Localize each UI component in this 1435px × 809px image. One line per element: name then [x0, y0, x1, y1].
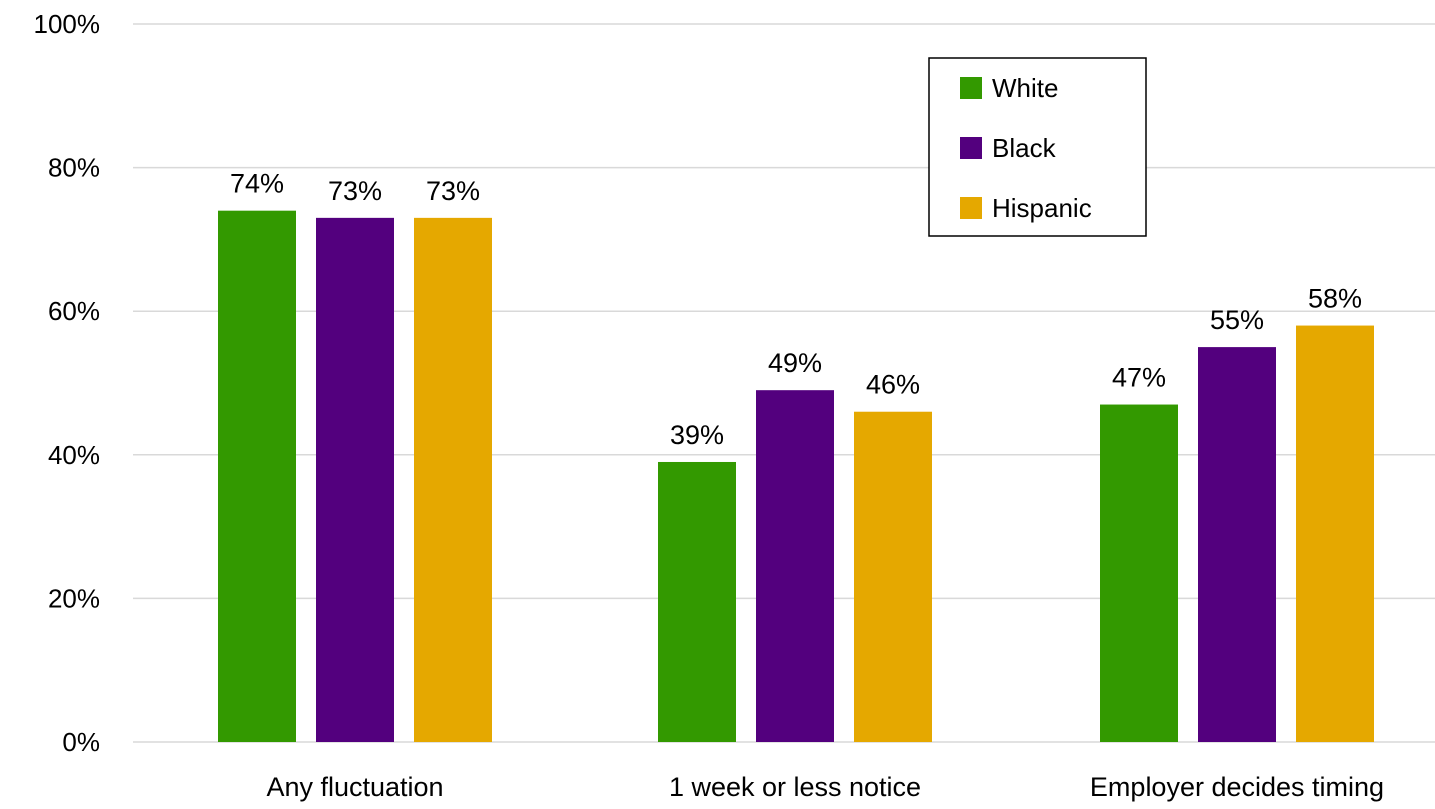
- bar: [218, 210, 296, 742]
- bar: [1296, 325, 1374, 742]
- x-category-label: 1 week or less notice: [669, 772, 921, 802]
- data-label: 49%: [768, 348, 822, 378]
- legend: White Black Hispanic: [928, 57, 1147, 237]
- bar: [316, 217, 394, 743]
- legend-label: Hispanic: [992, 193, 1092, 223]
- y-tick-label: 80%: [48, 153, 100, 183]
- y-tick-label: 60%: [48, 296, 100, 326]
- legend-swatch: [960, 137, 982, 159]
- data-label: 55%: [1210, 305, 1264, 335]
- data-label: 39%: [670, 420, 724, 450]
- legend-swatch: [960, 77, 982, 99]
- legend-swatch: [960, 197, 982, 219]
- bar: [854, 411, 932, 742]
- x-category-label: Any fluctuation: [266, 772, 443, 802]
- y-tick-label: 40%: [48, 440, 100, 470]
- data-label: 47%: [1112, 363, 1166, 393]
- y-tick-label: 0%: [62, 727, 100, 757]
- data-label: 74%: [230, 169, 284, 199]
- bars: [218, 210, 1374, 743]
- x-axis-category-labels: Any fluctuation 1 week or less notice Empl…: [266, 772, 1384, 802]
- bar: [658, 461, 736, 742]
- bar: [414, 217, 492, 743]
- legend-label: Black: [992, 133, 1057, 163]
- data-label: 73%: [328, 176, 382, 206]
- data-label: 73%: [426, 176, 480, 206]
- data-label: 46%: [866, 370, 920, 400]
- bar: [756, 390, 834, 742]
- y-tick-label: 100%: [34, 9, 101, 39]
- y-tick-label: 20%: [48, 583, 100, 613]
- data-labels: 74% 73% 73% 39% 49% 46% 47% 55% 58%: [230, 169, 1362, 450]
- x-category-label: Employer decides timing: [1090, 772, 1384, 802]
- y-axis-tick-labels: 0% 20% 40% 60% 80% 100%: [34, 9, 101, 757]
- bar: [1198, 347, 1276, 742]
- legend-label: White: [992, 73, 1058, 103]
- bar: [1100, 404, 1178, 742]
- data-label: 58%: [1308, 284, 1362, 314]
